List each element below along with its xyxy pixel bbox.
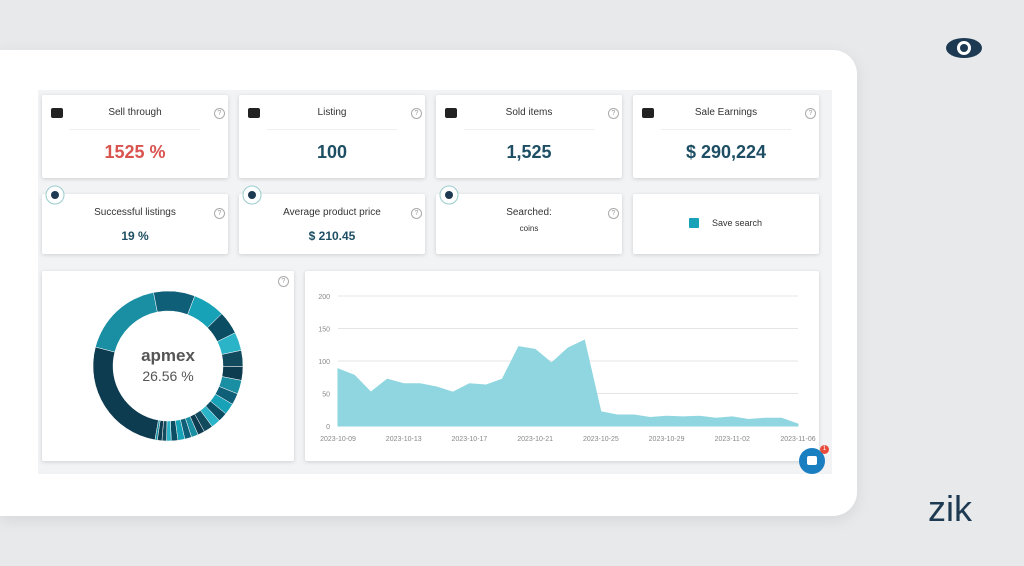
help-icon: ? <box>411 108 422 119</box>
x-tick-label: 2023-10-21 <box>517 436 553 443</box>
save-icon <box>689 218 699 228</box>
card-value: 100 <box>316 142 348 162</box>
card-icon <box>439 185 459 205</box>
donut-segment <box>153 290 196 315</box>
help-icon: ? <box>278 276 289 287</box>
icon-shape <box>51 191 59 199</box>
card-value: 1525 % <box>104 142 166 162</box>
donut-card: ? apmex 26.56 % <box>42 271 294 461</box>
card-icon <box>51 108 63 118</box>
card-value: $ 210.45 <box>308 229 356 243</box>
area-chart: 0 50 100 150 200 2023-10-09 2023-10-13 2023-10-… <box>318 294 815 443</box>
card-label: Sell through <box>108 107 162 118</box>
y-tick-label: 150 <box>318 327 330 334</box>
chat-button[interactable]: 1 <box>799 445 829 474</box>
x-tick-label: 2023-10-17 <box>452 436 488 443</box>
x-tick-label: 2023-10-13 <box>386 436 422 443</box>
small-card: Searched: coins? <box>436 185 622 254</box>
card-value: coins <box>519 224 539 233</box>
card-label: Average product price <box>283 207 381 218</box>
save-search-button[interactable]: Save search <box>633 194 819 254</box>
donut-segment <box>154 419 161 441</box>
card-icon <box>45 185 65 205</box>
x-tick-label: 2023-11-02 <box>715 436 750 443</box>
small-card: Successful listings 19 %? <box>42 185 228 254</box>
y-tick-label: 100 <box>318 359 330 366</box>
icon-shape <box>248 191 256 199</box>
x-tick-label: 2023-10-29 <box>649 436 685 443</box>
donut-label: apmex <box>141 346 195 365</box>
donut-value: 26.56 % <box>142 368 193 384</box>
help-icon: ? <box>805 108 816 119</box>
help-icon: ? <box>214 208 225 219</box>
card-value: 19 % <box>121 229 149 243</box>
icon-shape <box>445 108 457 118</box>
brand: zik <box>928 488 972 529</box>
card-label: Successful listings <box>94 207 176 218</box>
help-icon: ? <box>214 108 225 119</box>
area <box>337 339 799 427</box>
card-icon <box>248 108 260 118</box>
card-value: $ 290,224 <box>685 142 767 162</box>
x-tick-label: 2023-11-06 <box>780 436 815 443</box>
help-icon: ? <box>608 208 619 219</box>
x-tick-label: 2023-10-09 <box>320 436 356 443</box>
card-label: Sale Earnings <box>694 107 758 118</box>
stat-card: Sell through 1525 %? <box>42 95 228 178</box>
small-card: Average product price $ 210.45? <box>239 185 425 254</box>
help-icon: ? <box>608 108 619 119</box>
divider <box>464 129 594 130</box>
save-label: Save search <box>712 218 763 228</box>
card-value: 1,525 <box>506 142 552 162</box>
donut-segment <box>166 420 172 442</box>
stat-card: Sold items 1,525? <box>436 95 622 178</box>
eye-icon <box>946 38 982 58</box>
icon-shape <box>51 108 63 118</box>
donut-chart: apmex 26.56 % <box>92 290 244 442</box>
y-tick-label: 200 <box>318 294 330 301</box>
chat-badge: 1 <box>820 445 829 454</box>
card-icon <box>242 185 262 205</box>
icon-shape <box>248 108 260 118</box>
y-tick-label: 50 <box>322 392 330 399</box>
divider <box>70 129 200 130</box>
x-tick-label: 2023-10-25 <box>583 436 619 443</box>
divider <box>267 129 397 130</box>
stat-card: Listing 100? <box>239 95 425 178</box>
icon-shape <box>445 191 453 199</box>
icon-shape <box>642 108 654 118</box>
y-tick-label: 0 <box>326 424 330 431</box>
card-label: Searched: <box>506 207 552 218</box>
card-label: Listing <box>317 107 347 118</box>
card-label: Sold items <box>505 107 553 118</box>
donut-segment <box>95 292 158 353</box>
card-icon <box>445 108 457 118</box>
stat-card: Sale Earnings $ 290,224? <box>633 95 819 178</box>
card-icon <box>642 108 654 118</box>
help-icon: ? <box>411 208 422 219</box>
divider <box>661 129 791 130</box>
chart-card: 0 50 100 150 200 2023-10-09 2023-10-13 2023-10-… <box>305 271 819 461</box>
chat-icon <box>807 456 817 465</box>
